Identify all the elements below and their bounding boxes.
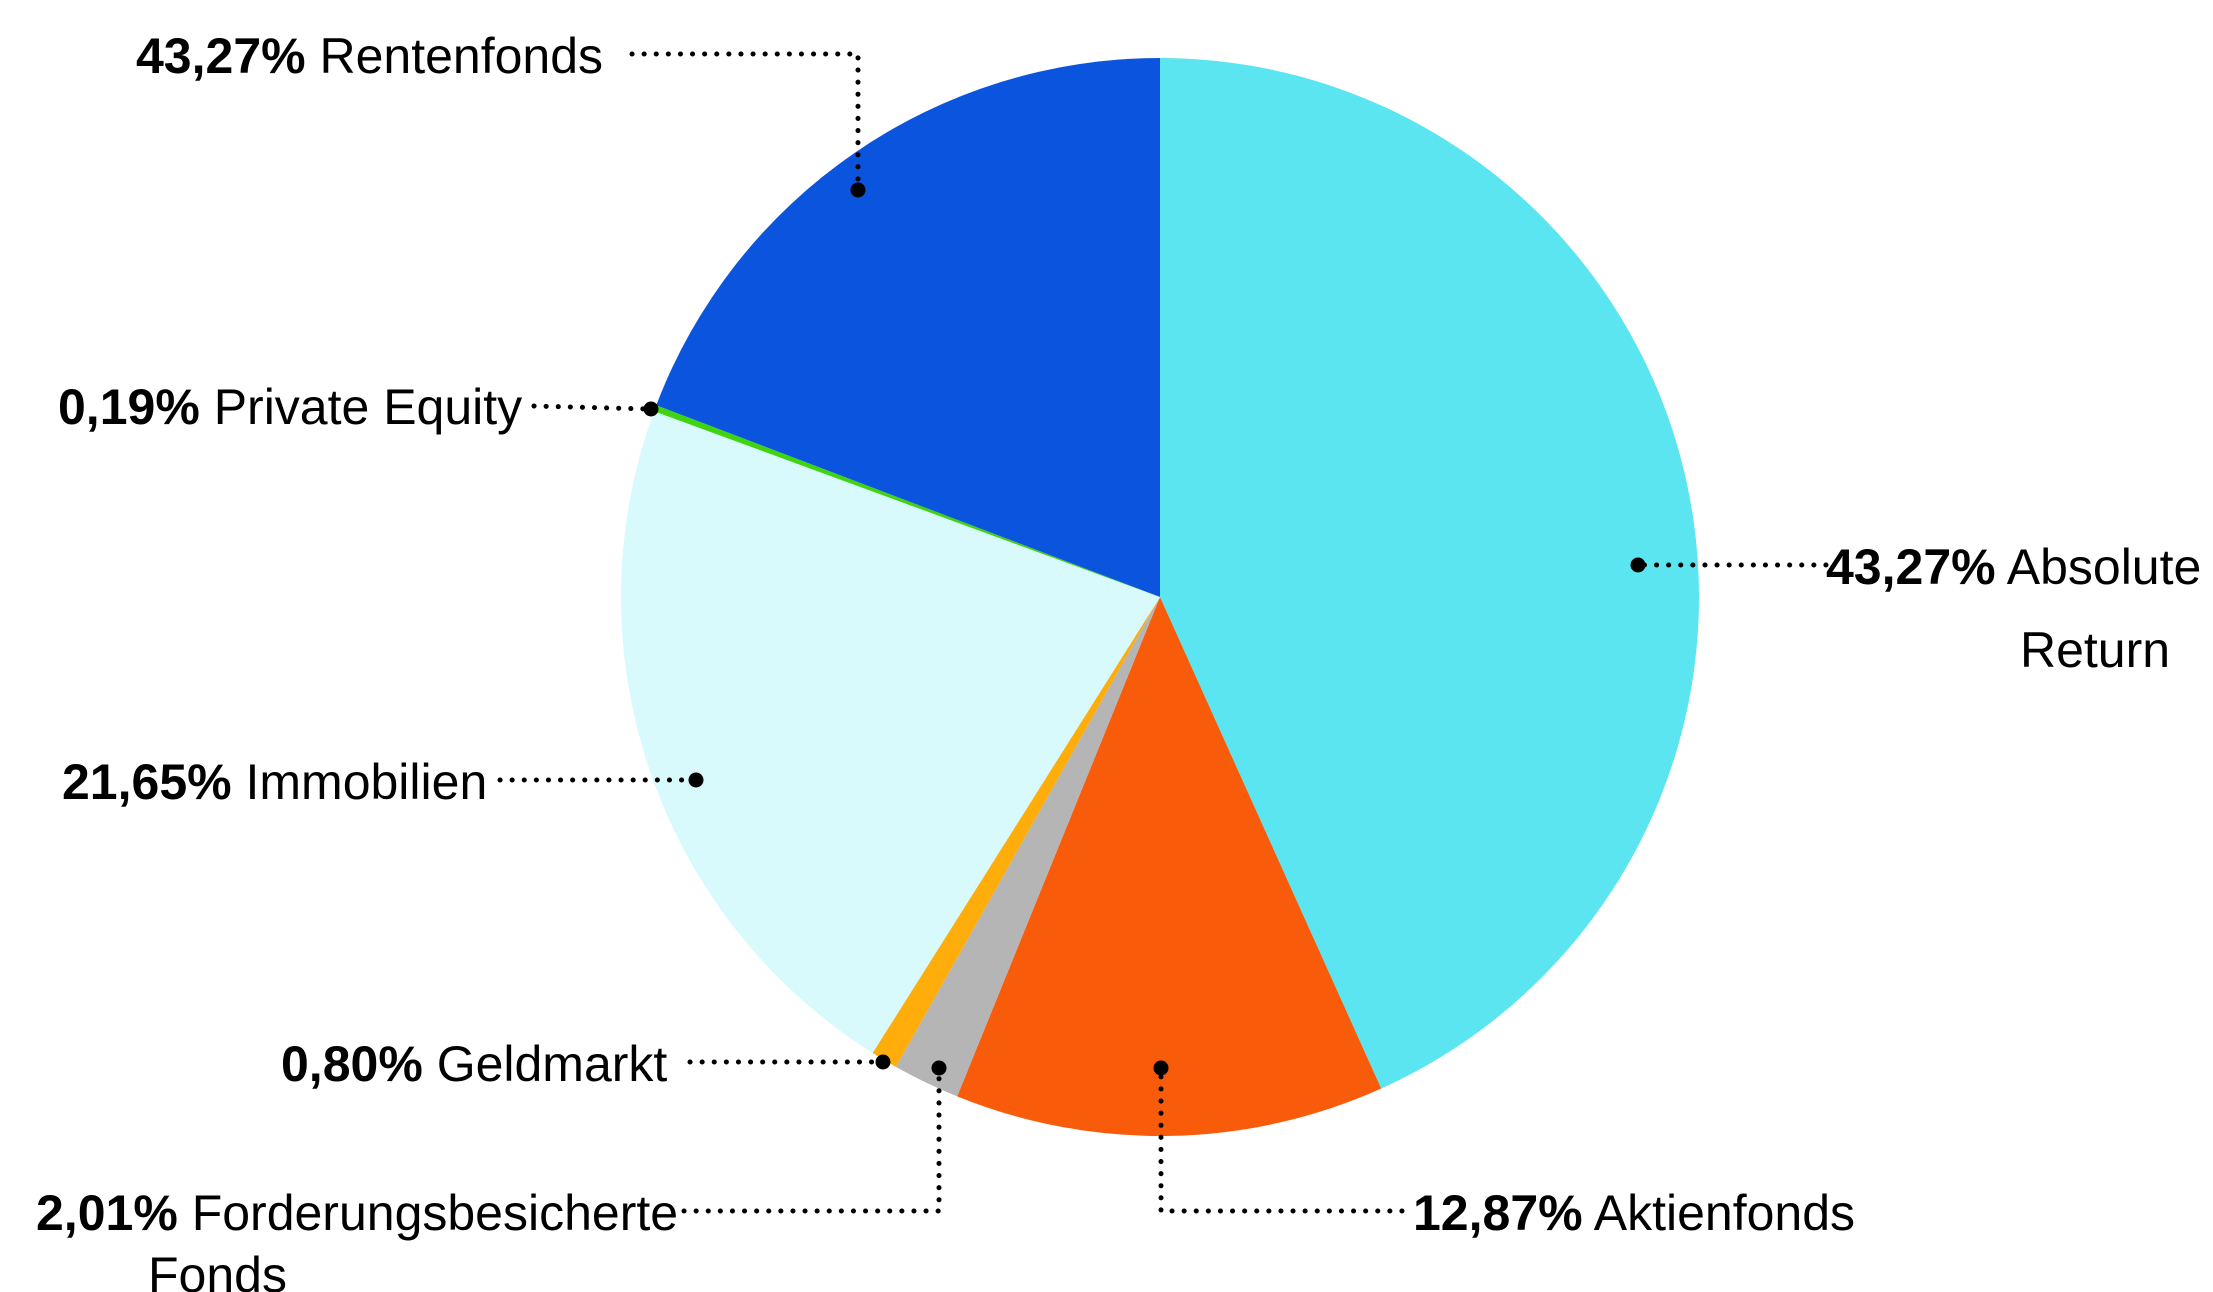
label-aktienfonds-value: 12,87%: [1413, 1185, 1583, 1241]
pie-slice-forderungsbesicherte-fonds: [895, 597, 1160, 1097]
label-forderungsbesicherte-fonds-line2: Fonds: [148, 1247, 287, 1292]
label-geldmarkt-value: 0,80%: [281, 1036, 423, 1092]
pie-slice-aktienfonds: [957, 597, 1382, 1136]
label-absolute-return-name-line2: Return: [2020, 622, 2171, 678]
label-absolute-return-name-line1: Absolute: [2006, 539, 2202, 595]
label-absolute-return: 43,27% Absolute: [1826, 539, 2201, 597]
label-rentenfonds: 43,27% Rentenfonds: [136, 28, 603, 86]
label-private-equity: 0,19% Private Equity: [58, 379, 522, 437]
label-private-equity-name: Private Equity: [213, 379, 523, 435]
label-forderungsbesicherte-fonds-name-line1: Forderungsbesicherte: [191, 1185, 679, 1241]
pie-slice-geldmarkt: [872, 597, 1160, 1067]
pie-slice-absolute-return: [1160, 58, 1699, 1089]
label-forderungsbesicherte-fonds-name-line2: Fonds: [148, 1247, 287, 1292]
label-geldmarkt-name: Geldmarkt: [436, 1036, 668, 1092]
label-absolute-return-value: 43,27%: [1826, 539, 1996, 595]
leader-dot-forderungsbesicherte-fonds: [931, 1060, 947, 1076]
label-forderungsbesicherte-fonds: 2,01% Forderungsbesicherte: [36, 1185, 678, 1243]
leader-dot-immobilien: [688, 772, 704, 788]
leader-dot-aktienfonds: [1153, 1060, 1169, 1076]
pie-slice-private-equity: [654, 405, 1160, 597]
label-forderungsbesicherte-fonds-value: 2,01%: [36, 1185, 178, 1241]
leader-line-aktienfonds: [1158, 1069, 1405, 1214]
leader-dot-rentenfonds: [850, 182, 866, 198]
label-rentenfonds-name: Rentenfonds: [319, 28, 604, 84]
leader-dot-geldmarkt: [875, 1054, 891, 1070]
label-absolute-return-line2: Return: [2020, 622, 2170, 680]
label-immobilien-name: Immobilien: [245, 754, 488, 810]
label-immobilien-value: 21,65%: [62, 754, 232, 810]
label-aktienfonds-name: Aktienfonds: [1593, 1185, 1856, 1241]
leader-dot-private-equity: [643, 401, 659, 417]
label-rentenfonds-value: 43,27%: [136, 28, 306, 84]
label-geldmarkt: 0,80% Geldmarkt: [281, 1036, 667, 1094]
pie-slice-immobilien: [620, 411, 1160, 1053]
leader-line-forderungsbesicherte-fonds: [681, 1069, 942, 1214]
label-private-equity-value: 0,19%: [58, 379, 200, 435]
leader-dot-absolute-return: [1630, 557, 1646, 573]
label-immobilien: 21,65% Immobilien: [62, 754, 487, 812]
pie-slice-rentenfonds: [656, 58, 1160, 597]
leader-line-rentenfonds: [629, 51, 861, 189]
label-aktienfonds: 12,87% Aktienfonds: [1413, 1185, 1855, 1243]
leader-line-private-equity: [531, 403, 651, 412]
